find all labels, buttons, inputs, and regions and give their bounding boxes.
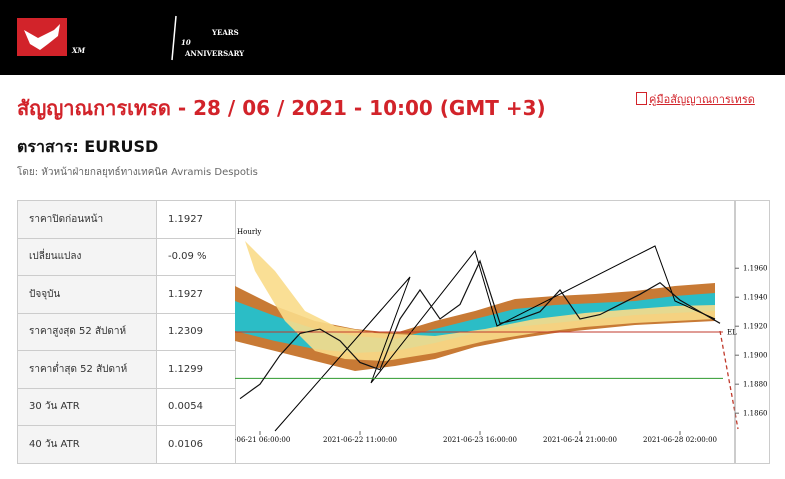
guide-link-text[interactable]: คู่มือสัญญาณการเทรด xyxy=(649,93,755,106)
cell-value: -0.09 % xyxy=(156,237,236,276)
cell-label: ราคาสูงสุด 52 สัปดาห์ xyxy=(17,312,157,351)
author: โดย: หัวหน้าฝ่ายกลยุทธ์ทางเทคนิค Avramis… xyxy=(17,167,258,178)
stats-table: ราคาปิดก่อนหน้า 1.1927 เปลี่ยนแปลง -0.09 % ป… xyxy=(17,200,236,464)
x-tick-label: 2021-06-28 02:00:00 xyxy=(643,436,717,444)
logo-text: XM xyxy=(71,46,85,55)
pdf-icon xyxy=(636,92,647,105)
cell-value: 1.1299 xyxy=(156,350,236,389)
cell-value: 1.2309 xyxy=(156,312,236,351)
badge-subtitle: ANNIVERSARY xyxy=(184,49,245,58)
price-line xyxy=(239,259,721,400)
table-row: ราคาสูงสุด 52 สัปดาห์ 1.2309 xyxy=(17,312,236,351)
table-row: ราคาต่ำสุด 52 สัปดาห์ 1.1299 xyxy=(17,350,236,389)
cell-label: ราคาปิดก่อนหน้า xyxy=(17,200,157,239)
badge-years: YEARS xyxy=(211,28,239,37)
x-tick-label: 2021-06-23 16:00:00 xyxy=(443,436,517,444)
cell-label: 40 วัน ATR xyxy=(17,425,157,464)
instrument: ตราสาร: EURUSD xyxy=(17,137,159,156)
table-row: 30 วัน ATR 0.0054 xyxy=(17,387,236,426)
cell-value: 1.1927 xyxy=(156,200,236,239)
page-title: สัญญาณการเทรด - 28 / 06 / 2021 - 10:00 (… xyxy=(17,96,546,120)
y-tick-label: 1.1900 xyxy=(743,352,768,360)
y-tick-label: 1.1920 xyxy=(743,323,768,331)
cell-value: 1.1927 xyxy=(156,275,236,314)
projection-arrow xyxy=(719,330,739,430)
cell-value: 0.0054 xyxy=(156,387,236,426)
y-tick-label: 1.1880 xyxy=(743,381,768,389)
cell-label: ราคาต่ำสุด 52 สัปดาห์ xyxy=(17,350,157,389)
header: XM 10 YEARS ANNIVERSARY xyxy=(0,0,785,75)
chart-label: Hourly xyxy=(237,228,261,236)
x-tick-label: 2021-06-24 21:00:00 xyxy=(543,436,617,444)
chart-frame: Hourly 1.1960 1.1940 1.1920 1.1900 1.1880 1.1… xyxy=(230,200,770,464)
table-row: เปลี่ยนแปลง -0.09 % xyxy=(17,237,236,276)
chart: Hourly 1.1960 1.1940 1.1920 1.1900 1.1880 1.1… xyxy=(230,201,768,463)
bull-icon xyxy=(24,24,60,50)
cell-label: 30 วัน ATR xyxy=(17,387,157,426)
x-tick-label: 1-06-21 06:00:00 xyxy=(235,436,290,444)
zigzag xyxy=(274,245,716,432)
divider xyxy=(171,15,177,61)
x-tick-label: 2021-06-22 11:00:00 xyxy=(323,436,397,444)
badge-number: 10 xyxy=(181,38,191,47)
cell-label: ปัจจุบัน xyxy=(17,275,157,314)
guide-link[interactable]: คู่มือสัญญาณการเทรด xyxy=(636,90,755,108)
cell-value: 0.0106 xyxy=(156,425,236,464)
table-row: ราคาปิดก่อนหน้า 1.1927 xyxy=(17,200,236,239)
y-tick-label: 1.1960 xyxy=(743,265,768,273)
table-row: 40 วัน ATR 0.0106 xyxy=(17,425,236,464)
table-row: ปัจจุบัน 1.1927 xyxy=(17,275,236,314)
y-tick-label: 1.1860 xyxy=(743,410,768,418)
logo: XM 10 YEARS ANNIVERSARY xyxy=(17,15,245,61)
y-tick-label: 1.1940 xyxy=(743,294,768,302)
cell-label: เปลี่ยนแปลง xyxy=(17,237,157,276)
level-label: EL xyxy=(727,329,737,337)
